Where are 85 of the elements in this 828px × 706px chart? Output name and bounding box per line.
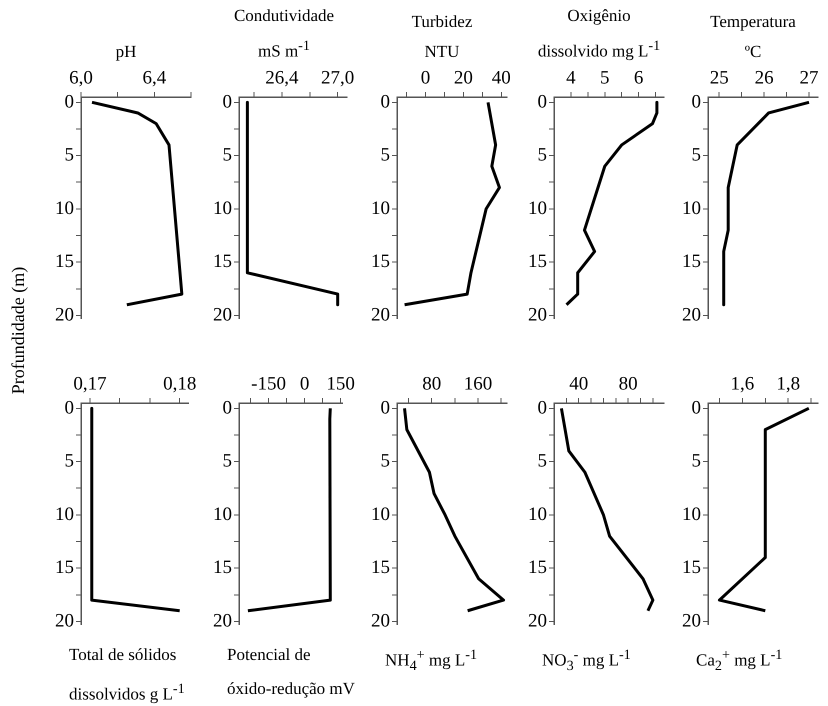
x-axis-title: pH [114,41,138,63]
x-tick-label: 0 [300,374,310,395]
x-tick-label: 80 [618,374,638,395]
y-tick-label: 15 [55,251,74,272]
x-axis-title: Condutividade mS m$^{-1}$ [232,5,336,63]
y-tick-label: 5 [538,144,547,166]
y-tick-label: 20 [55,304,74,326]
y-tick-label: 20 [682,304,701,326]
x-tick-label: 80 [422,374,442,395]
y-tick-label: 0 [64,397,74,418]
y-tick-label: 10 [55,198,74,219]
x-tick-label: 0,18 [163,374,196,395]
y-tick-label: 10 [55,504,74,525]
y-tick-label: 20 [55,610,74,632]
y-tick-label: 0 [692,397,701,418]
x-tick-label: 4 [566,68,576,89]
x-axis-title: Ca$_{2}$$^{+}$ mg L$^{-1}$ [696,646,784,676]
y-tick-label: 15 [371,251,390,272]
x-tick-label: 27 [800,68,819,89]
y-tick-label: 5 [64,450,74,472]
y-tick-label: 0 [538,397,547,418]
x-tick-label: 27,0 [321,68,354,89]
x-tick-label: 1,6 [730,374,754,395]
x-axis-title: NO$_{3}$$^{-}$ mg L$^{-1}$ [542,647,631,674]
x-tick-label: 6,0 [69,68,93,89]
y-tick-label: 10 [528,504,547,525]
x-axis-title: Turbidez NTU [410,11,474,63]
y-tick-label: 20 [528,610,547,632]
x-tick-label: 0,17 [73,374,107,395]
y-tick-label: 15 [528,251,547,272]
x-tick-label: 40 [569,374,588,395]
y-tick-label: 5 [692,450,701,472]
y-tick-label: 15 [682,557,701,578]
x-tick-label: 6,4 [142,68,167,89]
y-tick-label: 5 [64,144,74,166]
y-tick-label: 20 [371,610,390,632]
y-tick-label: 10 [213,198,232,219]
y-tick-label: 0 [380,91,390,112]
y-tick-label: 0 [380,397,390,418]
y-tick-label: 15 [55,557,74,578]
y-tick-label: 15 [371,557,390,578]
x-tick-label: 1,8 [776,374,800,395]
x-tick-label: 5 [600,68,610,89]
x-tick-label: 26,4 [265,68,299,89]
y-axis-title: Profundidade (m) [8,266,29,394]
y-tick-label: 15 [213,557,232,578]
y-tick-label: 10 [371,198,390,219]
y-tick-label: 0 [692,91,701,112]
y-tick-label: 0 [222,397,232,418]
text: Total de sólidos dissolvidos g L$^{-1}$ [69,645,185,704]
x-tick-label: 26 [754,68,774,89]
x-tick-label: -150 [251,374,286,395]
y-tick-label: 20 [371,304,390,326]
x-axis-title: Temperatura ºC [709,11,797,63]
y-tick-label: 10 [371,504,390,525]
y-tick-label: 5 [538,450,547,472]
y-tick-label: 0 [222,91,232,112]
y-tick-label: 20 [213,304,232,326]
y-tick-label: 10 [682,198,701,219]
x-tick-label: 160 [464,374,492,395]
y-tick-label: 5 [222,450,232,472]
y-tick-label: 5 [692,144,701,166]
x-tick-label: 150 [326,374,355,395]
y-tick-label: 20 [528,304,547,326]
x-axis-title: Oxigênio dissolvido mg L$^{-1}$ [536,5,662,63]
x-tick-label: 20 [454,68,473,89]
y-tick-label: 20 [682,610,701,632]
x-axis-title: Potencial de óxido-redução mV [227,645,355,698]
y-tick-label: 20 [213,610,232,632]
y-tick-label: 5 [380,450,390,472]
y-tick-label: 10 [213,504,232,525]
y-tick-label: 10 [682,504,701,525]
x-tick-label: 40 [492,68,511,89]
y-tick-label: 15 [528,557,547,578]
x-tick-label: 25 [710,68,729,89]
x-tick-label: 6 [634,68,644,89]
x-tick-label: 0 [420,68,430,89]
y-tick-label: 5 [222,144,232,166]
y-tick-label: 10 [528,198,547,219]
y-tick-label: 5 [380,144,390,166]
y-tick-label: 0 [64,91,74,112]
y-tick-label: 15 [213,251,232,272]
y-tick-label: 15 [682,251,701,272]
y-tick-label: 0 [538,91,547,112]
x-axis-title: NH$_{4}$$^{+}$ mg L$^{-1}$ [385,647,478,674]
